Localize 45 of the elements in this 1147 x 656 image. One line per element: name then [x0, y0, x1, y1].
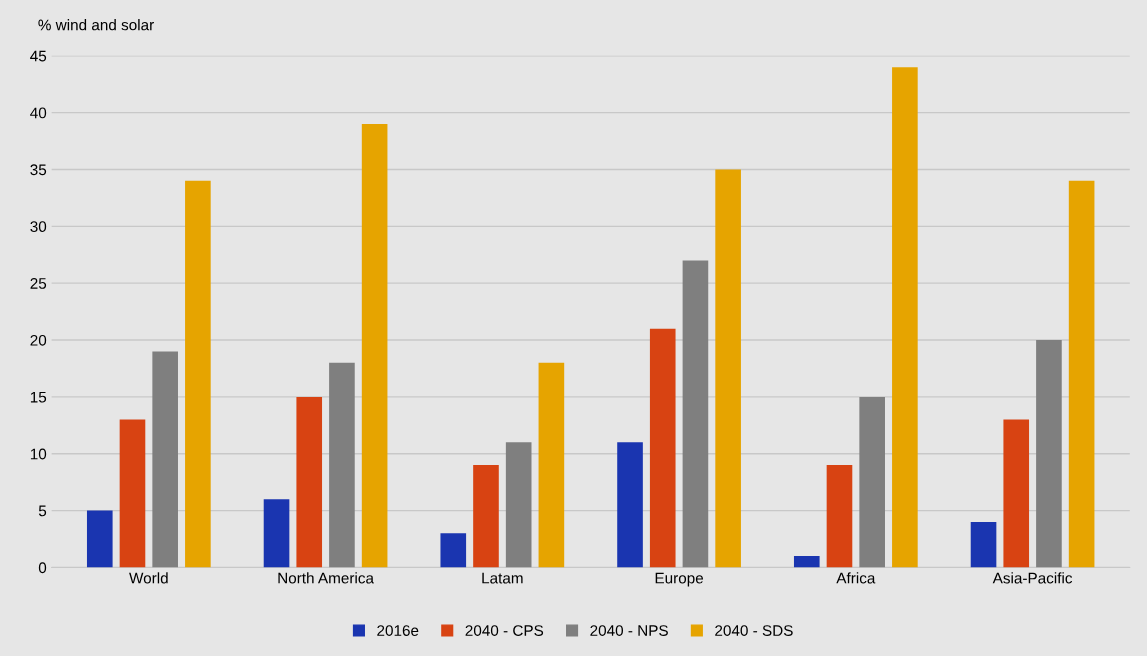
y-tick-label: 30	[30, 221, 47, 233]
bar	[538, 362, 565, 568]
legend-label: 2016e	[377, 625, 419, 636]
y-tick-label: 35	[30, 164, 47, 176]
bar	[86, 510, 113, 568]
bar	[617, 442, 643, 568]
x-tick-label: Europe	[655, 572, 704, 587]
x-tick-label: Asia-Pacific	[992, 572, 1073, 584]
bar	[119, 419, 146, 568]
bar	[152, 351, 178, 568]
bar	[505, 442, 532, 568]
x-tick-label: Latam	[482, 572, 523, 584]
bar	[859, 396, 885, 568]
x-tick-label: North America	[278, 572, 374, 584]
y-tick-label: 10	[30, 448, 47, 460]
x-tick-label: Africa	[836, 572, 876, 584]
bar	[649, 328, 676, 568]
bar	[826, 465, 853, 568]
y-tick-label: 15	[30, 391, 47, 403]
bar	[715, 169, 741, 568]
bar	[892, 67, 918, 568]
bar	[296, 396, 323, 568]
y-axis-title: % wind and solar	[38, 19, 154, 31]
bar	[682, 260, 709, 568]
x-tick-label: World	[129, 572, 168, 584]
y-tick-label: 5	[38, 505, 47, 517]
bar	[440, 533, 467, 568]
bar	[793, 556, 820, 568]
y-tick-label: 40	[30, 107, 47, 119]
bar	[970, 521, 997, 568]
bar	[185, 180, 211, 568]
y-tick-label: 45	[30, 50, 47, 62]
bar	[361, 123, 388, 568]
legend-label: 2040 - SDS	[715, 625, 793, 636]
legend-label: 2040 - NPS	[590, 625, 668, 636]
bar	[1068, 180, 1095, 568]
bar	[263, 499, 290, 568]
y-tick-label: 0	[38, 562, 47, 574]
y-tick-label: 25	[30, 278, 47, 289]
bar	[329, 362, 355, 568]
y-tick-label: 20	[30, 334, 47, 346]
bar	[473, 465, 499, 568]
legend-label: 2040 - CPS	[465, 625, 544, 636]
bar	[1036, 340, 1062, 568]
bar	[1003, 419, 1030, 568]
